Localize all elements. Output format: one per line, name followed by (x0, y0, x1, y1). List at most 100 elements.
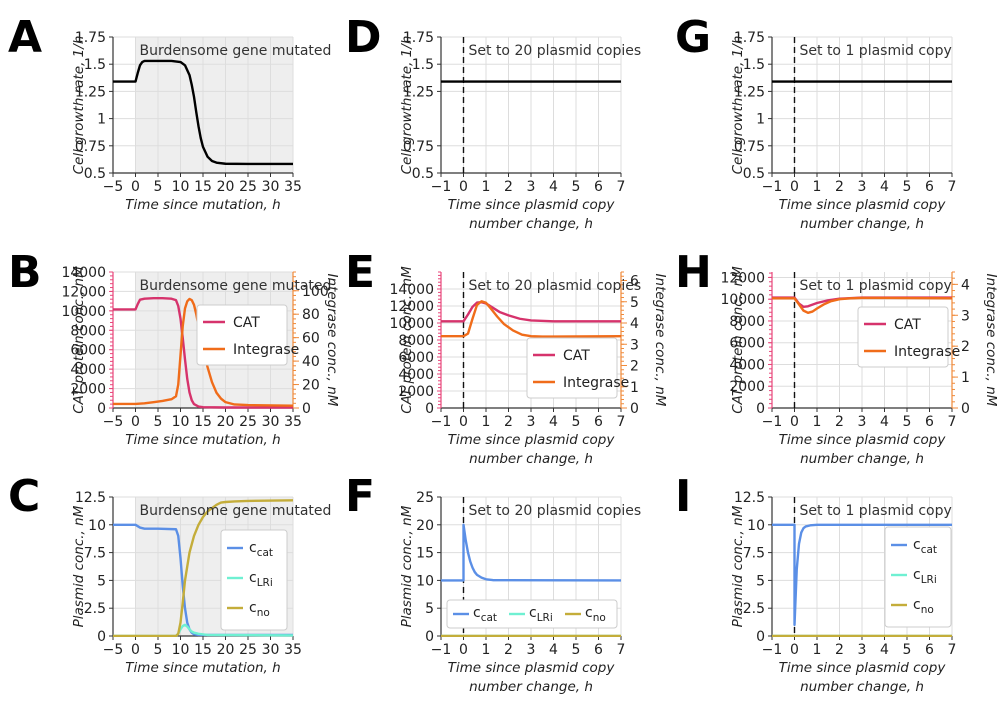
x-tick-label: −5 (103, 642, 124, 658)
y-tick-label: 14000 (61, 265, 106, 281)
y-tick-label: 5 (425, 601, 434, 617)
legend-label-integrase: Integrase (894, 344, 960, 360)
x-axis-label: Time since plasmid copy (779, 197, 947, 213)
x-tick-label: 10 (172, 414, 190, 430)
x-tick-label: 6 (594, 414, 603, 430)
y-right-tick-label: 3 (630, 337, 639, 353)
x-axis-label: Time since mutation, h (125, 197, 280, 213)
y-tick-label: 10 (416, 573, 434, 589)
x-tick-label: 0 (790, 414, 799, 430)
x-tick-label: 5 (154, 414, 163, 430)
y-right-tick-label: 2 (961, 339, 970, 355)
x-tick-label: 3 (858, 414, 867, 430)
x-tick-label: 6 (925, 642, 934, 658)
y-tick-label: 0 (756, 401, 765, 417)
panel-e: −1 0 1 2 3 4 5 6 7020004000600080001000012000140… (389, 266, 668, 467)
legend-label-integrase: Integrase (563, 375, 629, 391)
y-right-tick-label: 0 (630, 401, 639, 417)
x-tick-label: 35 (284, 414, 302, 430)
panel-h: −1 0 1 2 3 4 5 6 7020004000600080001000012000012… (720, 266, 999, 467)
x-tick-label: 2 (835, 179, 844, 195)
x-tick-label: 0 (131, 414, 140, 430)
y-tick-label: 1.5 (412, 57, 434, 73)
legend-label-c-cat: ccat (473, 605, 497, 624)
legend-label-integrase: Integrase (233, 342, 299, 358)
panel-letter-c: C (8, 471, 40, 522)
y-tick-label: 14000 (389, 282, 434, 298)
panel-letter-h: H (675, 247, 712, 298)
y-right-tick-label: 60 (302, 331, 320, 347)
x-tick-label: 7 (948, 179, 957, 195)
x-tick-label: 20 (217, 414, 235, 430)
x-tick-label: −1 (762, 414, 783, 430)
annotation-text: Burdensome gene mutated (140, 278, 332, 294)
x-tick-label: 30 (262, 642, 280, 658)
x-tick-label: 1 (813, 414, 822, 430)
y-tick-label: 1.25 (734, 84, 765, 100)
x-axis-label-line2: number change, h (800, 451, 924, 467)
y-tick-label: 12000 (61, 284, 106, 300)
x-tick-label: 0 (459, 642, 468, 658)
y-tick-label: 0.75 (75, 139, 106, 155)
y-axis-label: Plasmid conc., nM (399, 505, 415, 627)
y-tick-label: 1.5 (743, 57, 765, 73)
y-tick-label: 15 (416, 546, 434, 562)
x-tick-label: 4 (549, 179, 558, 195)
y-tick-label: 2000 (70, 382, 106, 398)
y-tick-label: 1.75 (734, 30, 765, 46)
x-tick-label: 0 (459, 414, 468, 430)
x-tick-label: 7 (948, 642, 957, 658)
y-tick-label: 0 (97, 629, 106, 645)
x-tick-label: 6 (925, 179, 934, 195)
y-tick-label: 6000 (398, 350, 434, 366)
y-right-tick-label: 0 (961, 401, 970, 417)
x-tick-label: 5 (572, 179, 581, 195)
x-tick-label: 0 (459, 179, 468, 195)
y-tick-label: 4000 (729, 357, 765, 373)
y-axis-label: Plasmid conc., nM (730, 505, 746, 627)
annotation-text: Set to 20 plasmid copies (469, 278, 642, 294)
x-tick-label: 5 (903, 642, 912, 658)
x-tick-label: 15 (194, 414, 212, 430)
legend-label-c-lri: cLRi (913, 567, 937, 586)
y-right-tick-label: 0 (302, 401, 311, 417)
x-axis-label: Time since plasmid copy (448, 432, 616, 448)
x-axis-label: Time since plasmid copy (448, 197, 616, 213)
annotation-text: Burdensome gene mutated (140, 43, 332, 59)
x-tick-label: 25 (239, 179, 257, 195)
y-tick-label: 20 (416, 518, 434, 534)
x-tick-label: −1 (431, 414, 452, 430)
x-tick-label: 6 (594, 642, 603, 658)
panel-c: −5 0 5 10 15 20 25 30 3502.557.51012.5Burdensome… (71, 490, 331, 676)
x-tick-label: 15 (194, 179, 212, 195)
x-tick-label: 10 (172, 642, 190, 658)
y-axis-label-right: Integrase conc., nM (324, 274, 340, 407)
x-tick-label: 3 (527, 642, 536, 658)
x-tick-label: 1 (482, 179, 491, 195)
x-axis-label: Time since plasmid copy (779, 660, 947, 676)
y-tick-label: 0 (756, 629, 765, 645)
x-tick-label: 7 (948, 414, 957, 430)
panel-d: −1 0 1 2 3 4 5 6 7 0.5 0.75 1.25 1.5 1.75 Set to 20 pl… (399, 30, 641, 232)
x-tick-label: 30 (262, 179, 280, 195)
y-tick-label: 10000 (61, 304, 106, 320)
y-right-tick-label: 1 (630, 380, 639, 396)
panel-a: −5 0 5 10 15 20 25 30 35 0.5 0.75 1 1.25 1.5 1.75 Burde… (71, 30, 331, 213)
y-tick-label: 12.5 (734, 490, 765, 506)
y-right-tick-label: 2 (630, 359, 639, 375)
y-tick-label: 6000 (729, 336, 765, 352)
y-tick-label: 1.75 (75, 30, 106, 46)
y-tick-label: 4000 (70, 362, 106, 378)
panel-letter-a: A (8, 12, 42, 63)
y-right-tick-label: 1 (961, 370, 970, 386)
x-tick-label: 3 (858, 642, 867, 658)
x-axis-label: Time since mutation, h (125, 432, 280, 448)
legend: CAT Integrase (526, 337, 629, 399)
y-axis-label: Cell growth rate, 1/h (730, 36, 746, 175)
y-tick-label: 0.5 (412, 166, 434, 182)
x-tick-label: −1 (762, 642, 783, 658)
panel-letter-g: G (675, 12, 711, 63)
